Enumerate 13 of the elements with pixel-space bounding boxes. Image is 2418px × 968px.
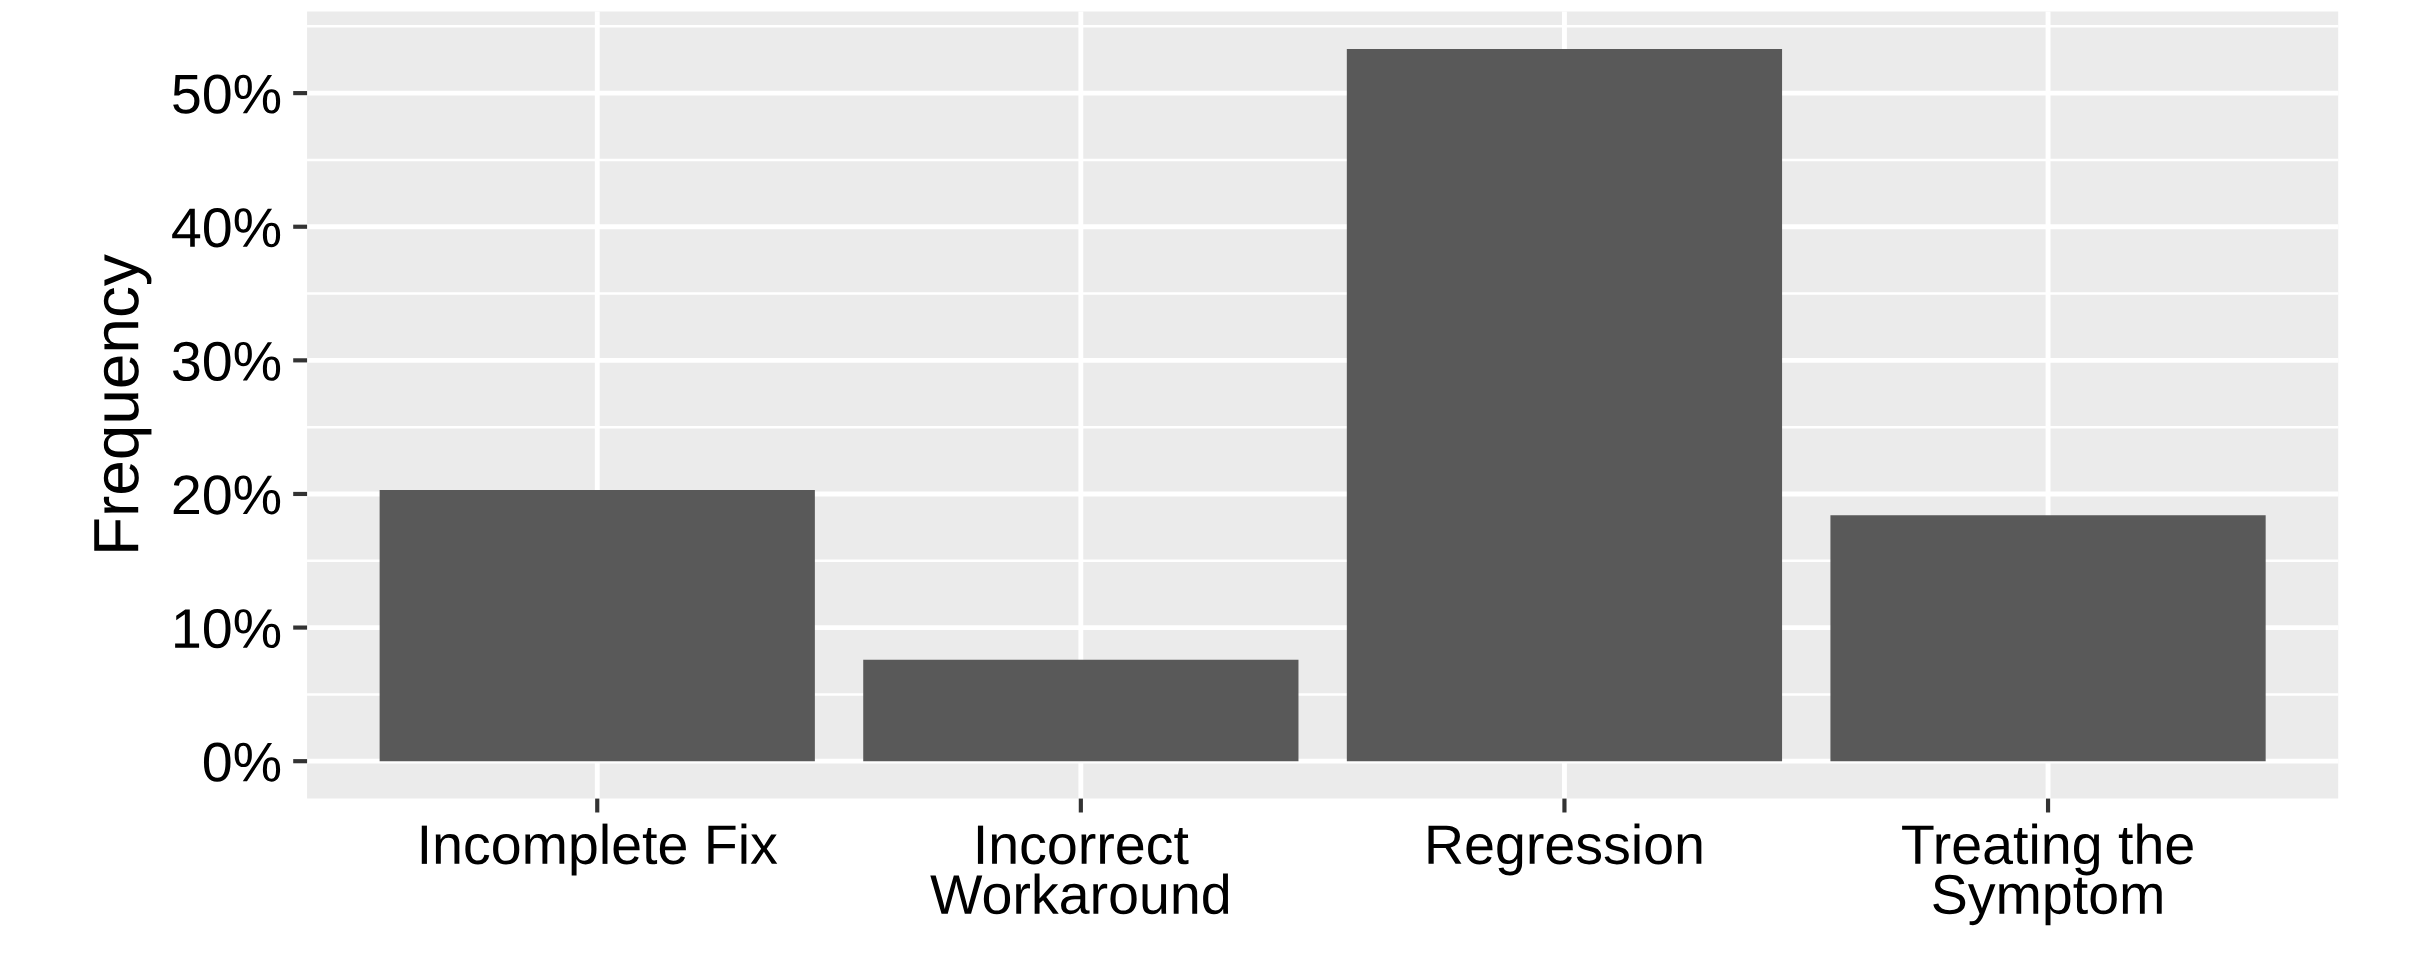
y-tick-label: 30%	[173, 341, 281, 382]
x-tick-label: Regression	[1428, 823, 1702, 876]
y-tick-label: 20%	[173, 475, 281, 515]
y-tick-label: 50%	[173, 74, 281, 114]
y-axis-title: Frequency	[94, 254, 152, 551]
y-tick-label: 0%	[203, 742, 281, 782]
bar	[1830, 515, 2266, 762]
x-tick-label: Incorrect Workaround	[930, 825, 1229, 915]
y-tick-label: 40%	[172, 208, 281, 248]
x-tick-label: Treating the Symptom	[1902, 823, 2193, 926]
bar	[863, 659, 1299, 762]
x-tick-label: Incomplete Fix	[421, 823, 778, 876]
y-tick-label: 10%	[175, 608, 281, 649]
